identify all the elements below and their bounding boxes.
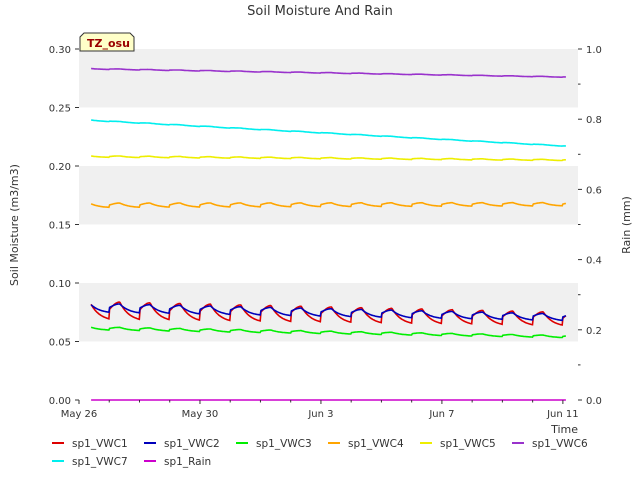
legend-item: sp1_VWC2: [144, 438, 220, 450]
series-line-sp1_VWC5: [90, 155, 566, 162]
grid-bands: [79, 49, 578, 342]
legend-label: sp1_VWC6: [532, 438, 588, 450]
legend-item: sp1_VWC5: [420, 438, 496, 450]
site-badge-label: TZ_osu: [87, 37, 130, 50]
series-layer: [90, 67, 567, 401]
legend-item: sp1_Rain: [144, 456, 211, 468]
series-line-sp1_VWC7: [90, 119, 566, 147]
legend: sp1_VWC1 sp1_VWC2 sp1_VWC3 sp1_VWC4 sp1_VWC5…: [52, 438, 588, 468]
x-tick-label: Jun 7: [428, 409, 454, 420]
y2-axis-label: Rain (mm): [620, 196, 633, 254]
series-line-sp1_VWC2: [90, 303, 567, 322]
y-tick-label: 0.00: [49, 396, 71, 407]
grid-band: [79, 49, 578, 108]
y2-tick-label: 0.6: [586, 185, 602, 196]
site-badge-box: [79, 32, 135, 52]
y2-tick-label: 0.2: [586, 326, 602, 337]
legend-item: sp1_VWC3: [236, 438, 312, 450]
chart-title: Soil Moisture And Rain: [247, 4, 393, 19]
x-tick-label: Jun 3: [307, 409, 333, 420]
x-tick-label: Jun 11: [546, 409, 579, 420]
site-badge: TZ_osu: [79, 32, 135, 52]
y-tick-label: 0.20: [49, 162, 71, 173]
y-tick-label: 0.15: [49, 221, 71, 232]
legend-item: sp1_VWC4: [328, 438, 404, 450]
y-axis-label: Soil Moisture (m3/m3): [8, 164, 21, 286]
legend-label: sp1_VWC5: [440, 438, 496, 450]
grid-band: [79, 283, 578, 342]
y2-tick-label: 0.8: [586, 115, 602, 126]
axes-layer: 0.00 0.05 0.10 0.15 0.20 0.25 0.30 0.0 0.2 0.4 0.6…: [49, 45, 602, 420]
y2-tick-label: 0.0: [586, 396, 602, 407]
grid-band: [79, 166, 578, 225]
x-axis-label: Time: [550, 423, 578, 436]
legend-item: sp1_VWC1: [52, 438, 128, 450]
x-tick-label: May 30: [182, 409, 219, 420]
series-line-sp1_VWC6: [91, 67, 566, 78]
legend-label: sp1_VWC3: [256, 438, 312, 450]
y2-tick-label: 0.4: [586, 256, 602, 267]
y-tick-label: 0.25: [49, 104, 71, 115]
legend-label: sp1_VWC1: [72, 438, 128, 450]
legend-label: sp1_VWC4: [348, 438, 404, 450]
y-tick-label: 0.10: [49, 279, 71, 290]
y2-tick-label: 1.0: [586, 45, 602, 56]
y-tick-label: 0.05: [49, 338, 71, 349]
legend-item: sp1_VWC7: [52, 456, 128, 468]
y-tick-label: 0.30: [49, 45, 71, 56]
legend-label: sp1_VWC7: [72, 456, 128, 468]
series-line-sp1_VWC3: [90, 326, 567, 339]
legend-label: sp1_Rain: [164, 456, 211, 468]
legend-label: sp1_VWC2: [164, 438, 220, 450]
x-tick-label: May 26: [61, 409, 98, 420]
series-line-sp1_VWC4: [90, 201, 567, 209]
legend-item: sp1_VWC6: [512, 438, 588, 450]
